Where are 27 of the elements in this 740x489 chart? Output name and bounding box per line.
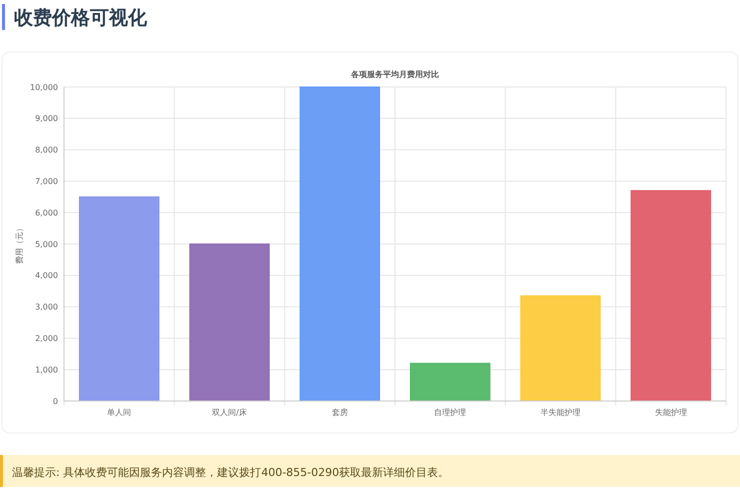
x-tick-label: 单人间	[107, 408, 132, 417]
y-tick-label: 6,000	[35, 208, 58, 218]
y-tick-label: 0	[52, 396, 58, 406]
text: 温馨提示: 具体收费可能因服务内容调整，建议拨打400-855-0290获取最新详细价目表。	[12, 466, 450, 479]
y-tick-label: 10,000	[30, 82, 58, 92]
chart-title: 收费价格可视化	[14, 7, 148, 29]
bar	[300, 86, 380, 402]
y-tick-label: 5,000	[35, 240, 58, 249]
y-tick-label: 4,000	[35, 271, 58, 280]
x-tick-label: 自理护理	[434, 408, 466, 417]
bar	[78, 196, 160, 402]
y-tick-label: 7,000	[35, 177, 58, 186]
bar	[630, 190, 712, 402]
y-tick-label: 8,000	[35, 146, 58, 155]
bar	[410, 362, 490, 402]
y-axis-title: 费用（元）	[15, 224, 24, 264]
x-tick-label: 套房	[332, 408, 348, 417]
x-tick-label: 双人间/床	[212, 408, 247, 417]
y-tick-label: 2,000	[35, 334, 58, 343]
x-tick-label: 半失能护理	[540, 408, 580, 417]
x-tick-label: 失能护理	[654, 408, 687, 417]
y-tick-label: 3,000	[35, 302, 58, 312]
bar	[520, 295, 601, 402]
y-tick-label: 1,000	[35, 365, 58, 374]
y-tick-label: 9,000	[35, 114, 58, 124]
chart-subtitle: 各项服务平均月费用对比	[350, 70, 439, 79]
bar	[189, 244, 270, 402]
